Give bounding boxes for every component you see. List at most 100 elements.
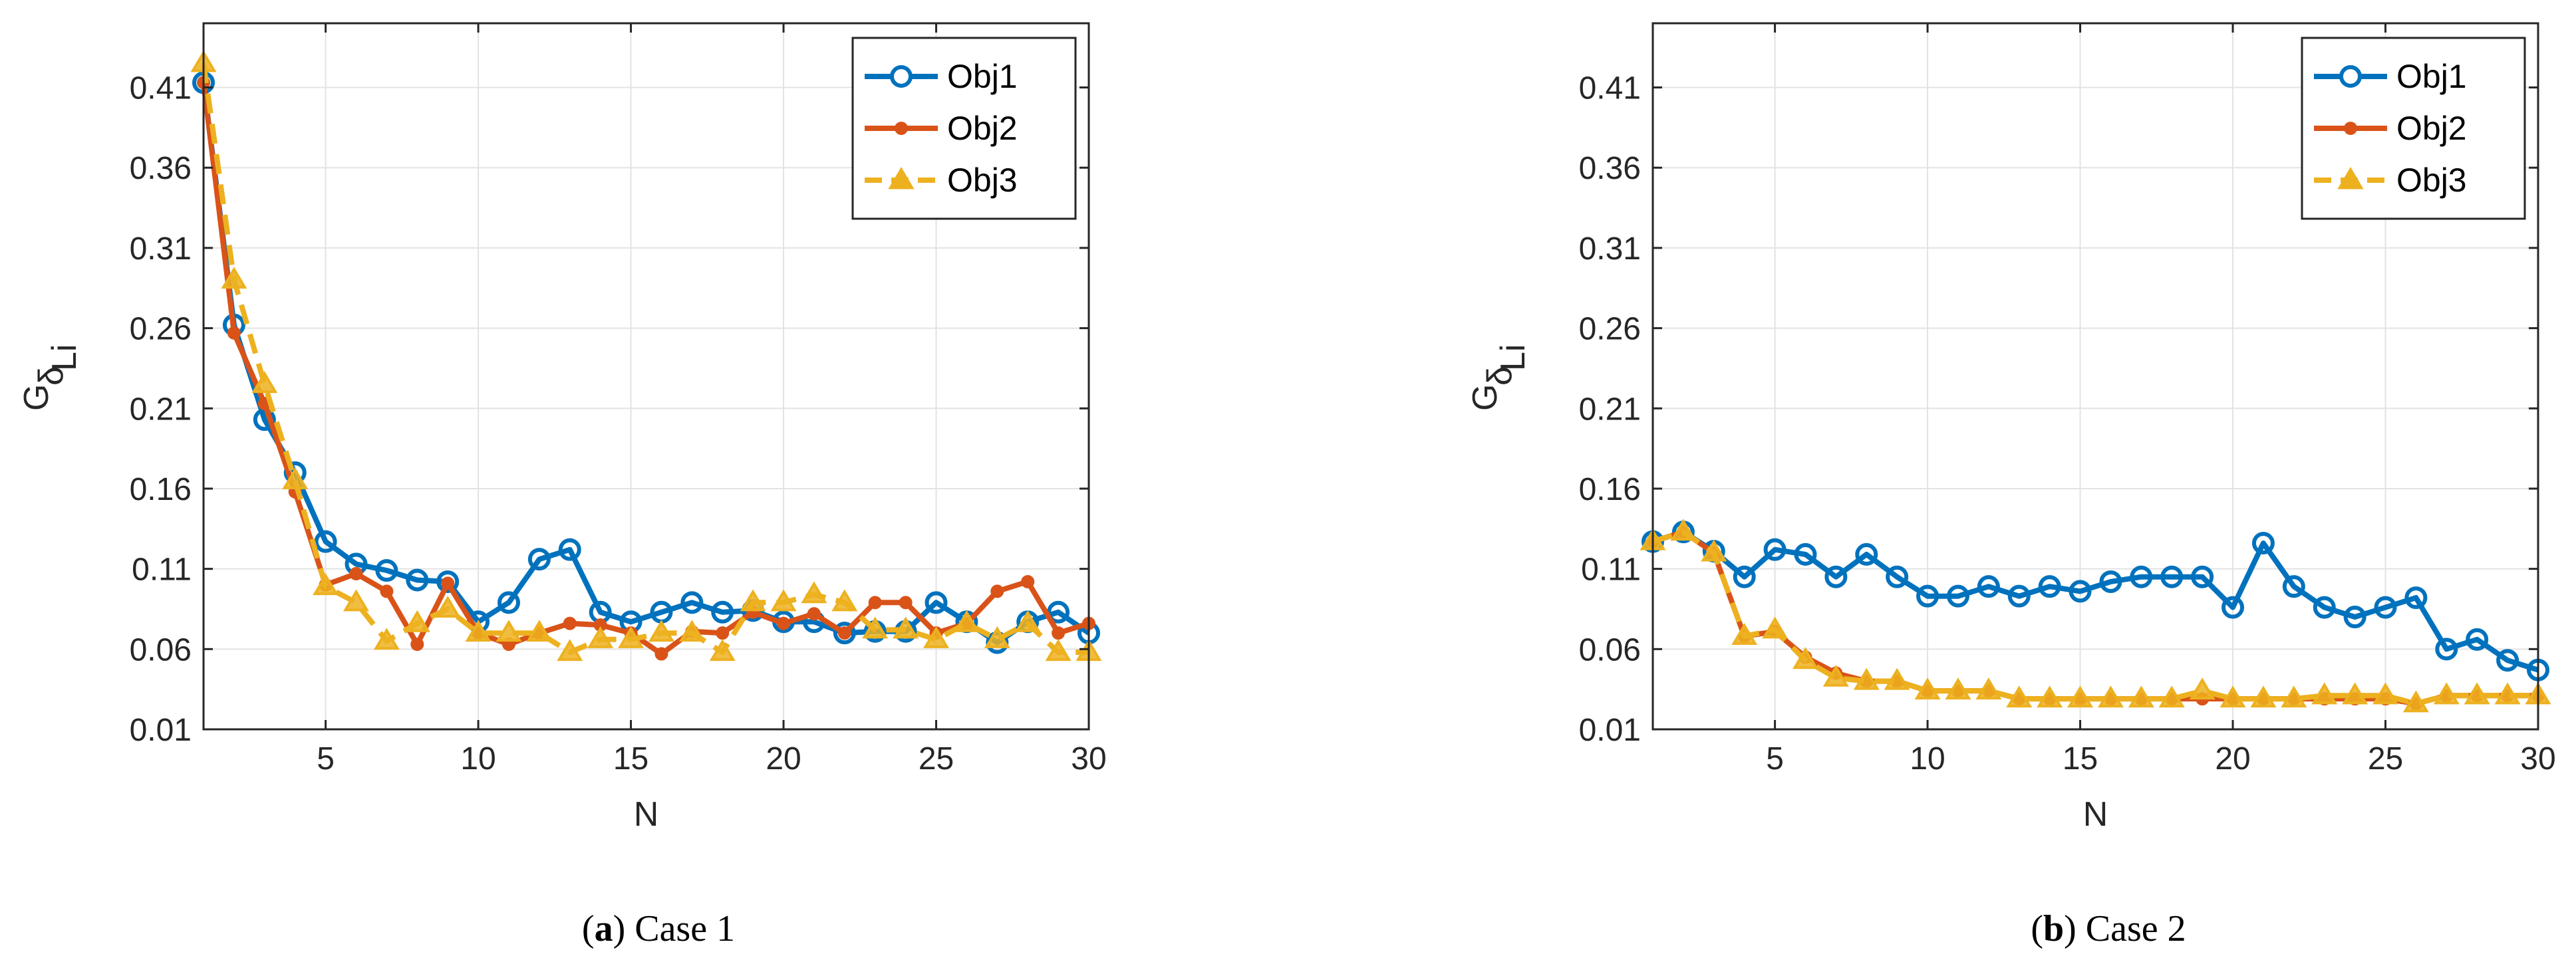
data-point-obj1 [1855, 543, 1878, 566]
data-point-obj1 [711, 600, 734, 624]
legend: Obj1 Obj2 Obj3 [851, 37, 1077, 220]
y-axis-label-sub: δ [1481, 366, 1519, 386]
x-tick-label: 25 [919, 741, 954, 777]
data-point-obj2 [441, 576, 455, 590]
data-point-obj1 [375, 559, 398, 582]
y-tick-label: 0.36 [1579, 151, 1641, 186]
data-point-obj3 [862, 616, 889, 639]
data-point-obj3 [831, 589, 858, 612]
data-point-obj1 [558, 538, 581, 561]
legend-marker-obj2 [2344, 122, 2357, 135]
data-point-obj3 [1884, 667, 1910, 690]
x-axis-label: N [634, 795, 659, 834]
legend-marker-obj1 [2339, 65, 2362, 88]
data-point-obj1 [2191, 565, 2214, 588]
data-point-obj2 [563, 616, 577, 630]
x-tick-label: 25 [2368, 741, 2403, 777]
data-point-obj1 [2160, 565, 2184, 588]
caption-b: (b) Case 2 [2031, 908, 2186, 949]
data-point-obj2 [1021, 574, 1035, 588]
x-tick-label: 20 [766, 741, 801, 777]
data-point-obj3 [1014, 610, 1041, 632]
data-point-obj3 [2128, 685, 2154, 708]
data-point-obj3 [343, 589, 369, 612]
data-point-obj1 [2374, 596, 2397, 619]
y-tick-label: 0.26 [1579, 312, 1641, 347]
data-point-obj3 [709, 639, 736, 662]
y-tick-label: 0.06 [1579, 632, 1641, 667]
data-point-obj3 [1914, 677, 1941, 700]
x-tick-label: 5 [317, 741, 335, 777]
data-point-obj1 [1733, 565, 1756, 588]
data-point-obj1 [2038, 575, 2061, 598]
data-point-obj1 [2069, 580, 2092, 603]
data-point-obj2 [349, 566, 363, 580]
data-point-obj3 [2158, 685, 2185, 708]
data-point-obj3 [1822, 664, 1849, 687]
x-tick-label: 30 [2520, 741, 2555, 777]
data-point-obj3 [648, 620, 674, 642]
data-point-obj2 [227, 326, 241, 340]
legend-label-obj1: Obj1 [947, 58, 1018, 95]
data-point-obj3 [313, 573, 339, 596]
y-axis-label-main: G [17, 384, 56, 411]
data-point-obj3 [1853, 667, 1880, 690]
data-point-obj3 [1731, 623, 1758, 646]
legend-marker-obj3 [2337, 167, 2364, 189]
y-axis-label-subsub: Li [1494, 344, 1532, 371]
data-point-obj3 [2372, 682, 2399, 705]
legend-label-obj1: Obj1 [2396, 58, 2467, 95]
data-point-obj3 [2189, 677, 2216, 700]
data-point-obj1 [2466, 628, 2489, 651]
data-point-obj3 [251, 371, 278, 394]
data-point-obj3 [465, 620, 492, 642]
data-point-obj1 [2130, 565, 2153, 588]
legend-marker-obj1 [890, 65, 913, 88]
data-point-obj3 [1792, 647, 1818, 669]
y-tick-label: 0.31 [130, 231, 192, 267]
data-point-obj1 [2496, 649, 2519, 672]
data-point-obj3 [2433, 682, 2460, 705]
panel-case-1: 5 10 15 20 25 30 0.01 0.06 0.11 0.16 0.21 0.26 0.31 0… [17, 22, 1107, 834]
data-point-obj3 [2311, 682, 2338, 705]
x-tick-label: 15 [2063, 741, 2098, 777]
y-tick-label: 0.21 [130, 392, 192, 427]
data-point-obj3 [740, 589, 766, 612]
panel-case-2: 5 10 15 20 25 30 0.01 0.06 0.11 0.16 0.21 0.26 0.31 0… [1466, 22, 2556, 834]
data-point-obj1 [2099, 570, 2122, 593]
data-point-obj3 [2219, 685, 2246, 708]
data-point-obj3 [984, 626, 1010, 648]
data-point-obj3 [893, 616, 919, 639]
legend-marker-obj2 [895, 122, 908, 135]
data-point-obj3 [2281, 685, 2307, 708]
data-point-obj3 [2097, 685, 2124, 708]
data-point-obj2 [716, 626, 730, 640]
data-point-obj1 [1916, 584, 1939, 608]
data-point-obj3 [282, 467, 309, 489]
data-point-obj1 [2282, 575, 2305, 598]
legend-label-obj3: Obj3 [947, 162, 1018, 199]
data-point-obj2 [380, 584, 394, 598]
data-point-obj1 [436, 570, 460, 593]
series-line-obj1 [1651, 529, 2539, 673]
y-tick-label: 0.26 [130, 312, 192, 347]
data-point-obj1 [1794, 543, 1817, 566]
data-point-obj3 [2402, 690, 2429, 713]
data-point-obj2 [1052, 626, 1066, 640]
axes-box [202, 22, 1090, 731]
data-point-obj3 [953, 610, 980, 632]
axes-box [1651, 22, 2539, 731]
y-tick-label: 0.01 [1579, 713, 1641, 748]
data-point-obj3 [2006, 685, 2033, 708]
series-line-obj1 [201, 82, 1091, 646]
data-point-obj3 [2464, 682, 2490, 705]
x-tick-label: 15 [613, 741, 648, 777]
data-point-obj1 [680, 591, 704, 614]
data-point-obj1 [2435, 638, 2458, 661]
y-tick-label: 0.31 [1579, 231, 1641, 267]
y-tick-label: 0.06 [130, 632, 192, 667]
data-point-obj3 [678, 620, 705, 642]
